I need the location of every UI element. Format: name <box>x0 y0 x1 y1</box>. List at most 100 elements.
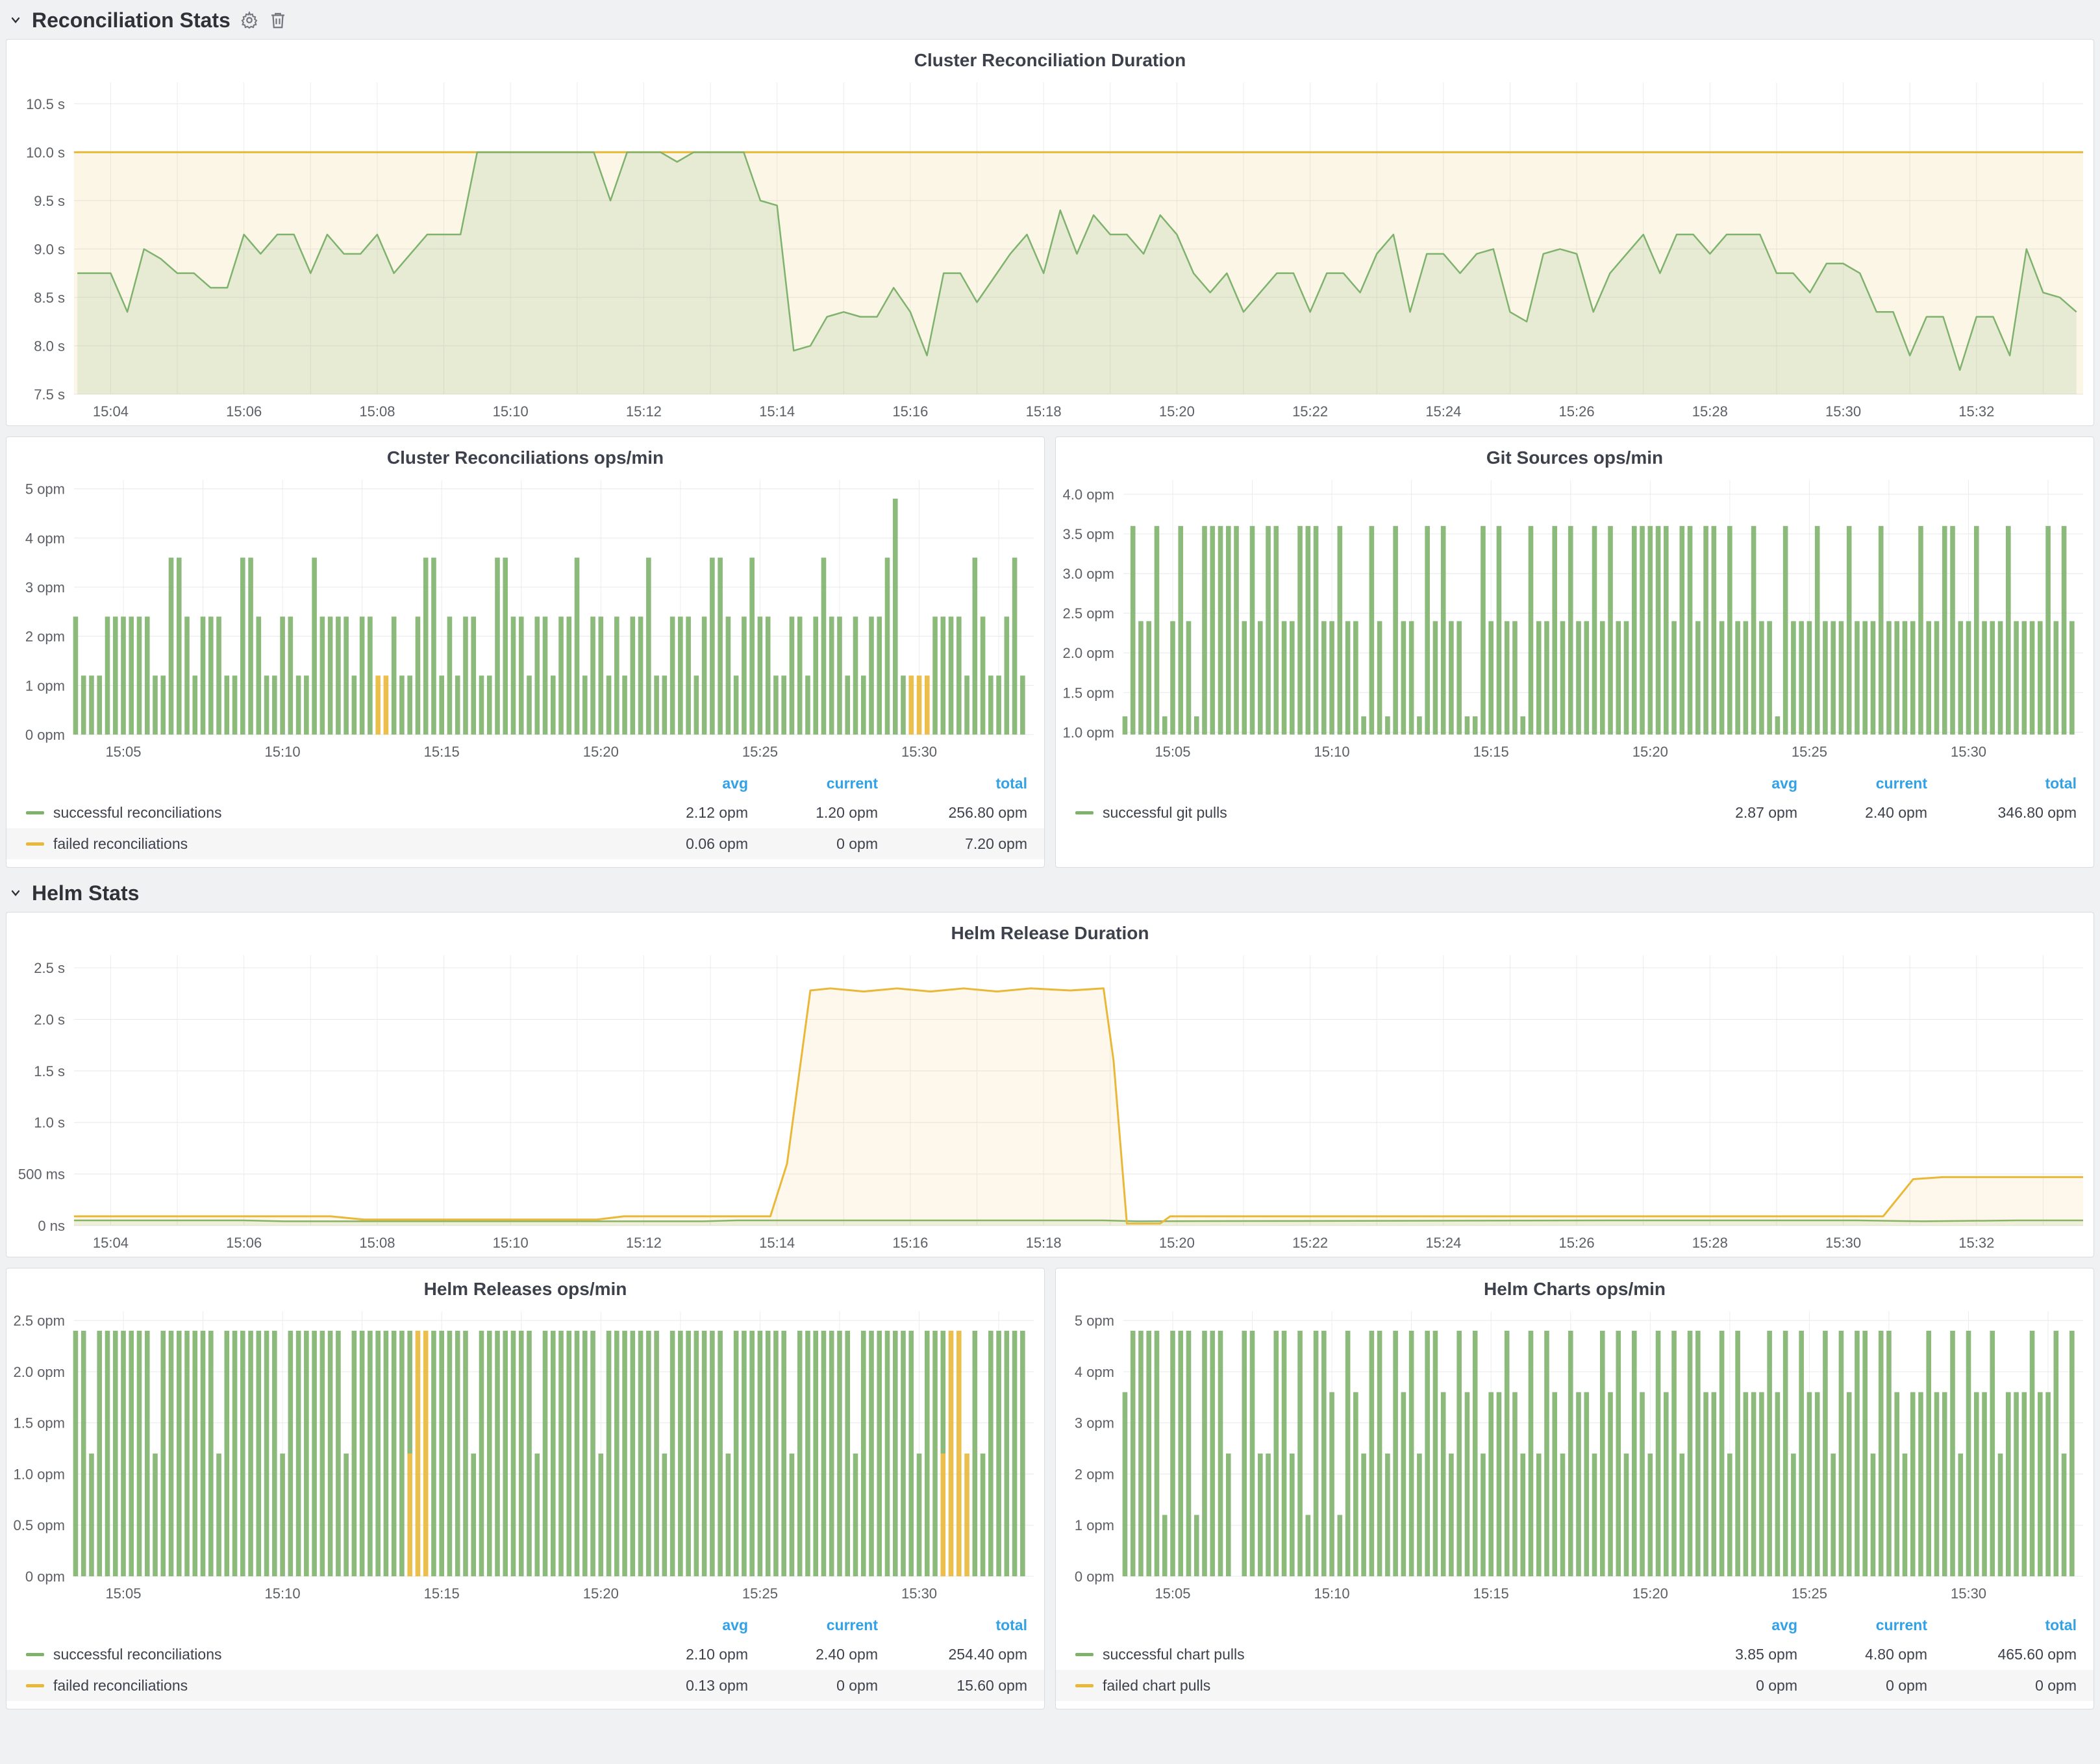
svg-text:9.5 s: 9.5 s <box>34 193 65 209</box>
svg-text:4 opm: 4 opm <box>1075 1364 1114 1380</box>
series-marker <box>1075 1652 1094 1656</box>
svg-text:15:14: 15:14 <box>759 403 795 420</box>
legend-row-successful-git-pulls[interactable]: successful git pulls 2.87 opm 2.40 opm 3… <box>1056 797 2094 828</box>
legend-row-failed-reconciliations[interactable]: failed reconciliations 0.13 opm 0 opm 15… <box>6 1670 1044 1701</box>
svg-text:15:10: 15:10 <box>265 1585 301 1602</box>
svg-text:5 opm: 5 opm <box>25 481 65 498</box>
chevron-down-icon <box>8 886 23 900</box>
legend-row-successful-reconciliations[interactable]: successful reconciliations 2.10 opm 2.40… <box>6 1639 1044 1670</box>
svg-text:15:05: 15:05 <box>105 744 141 760</box>
legend: avg current total successful git pulls 2… <box>1056 766 2094 836</box>
legend-header-avg[interactable]: avg <box>1771 774 1797 792</box>
series-marker <box>26 1683 44 1687</box>
svg-text:2 opm: 2 opm <box>1075 1466 1114 1482</box>
svg-text:15:06: 15:06 <box>226 1235 262 1251</box>
trash-icon[interactable] <box>268 10 288 30</box>
series-marker <box>1075 1683 1094 1687</box>
section-title: Reconciliation Stats <box>32 8 231 32</box>
legend-header-total[interactable]: total <box>995 774 1027 792</box>
svg-text:15:10: 15:10 <box>1314 1585 1350 1602</box>
panel-title[interactable]: Helm Release Duration <box>951 923 1149 943</box>
svg-text:15:10: 15:10 <box>493 403 529 420</box>
legend-header-avg[interactable]: avg <box>722 1616 748 1633</box>
svg-text:2.0 s: 2.0 s <box>34 1011 65 1027</box>
svg-text:15:10: 15:10 <box>493 1235 529 1251</box>
svg-text:15:16: 15:16 <box>892 1235 928 1251</box>
legend-header-current[interactable]: current <box>826 774 878 792</box>
legend-header-current[interactable]: current <box>826 1616 878 1633</box>
legend-header-current[interactable]: current <box>1875 1616 1927 1633</box>
svg-text:1 opm: 1 opm <box>25 677 65 694</box>
panel-title[interactable]: Cluster Reconciliations ops/min <box>386 447 664 468</box>
svg-text:15:18: 15:18 <box>1026 1235 1062 1251</box>
svg-text:4.0 opm: 4.0 opm <box>1063 486 1115 503</box>
svg-text:0 ns: 0 ns <box>38 1218 65 1234</box>
svg-text:10.5 s: 10.5 s <box>26 96 65 112</box>
svg-text:2.5 opm: 2.5 opm <box>1063 605 1115 622</box>
svg-text:15:32: 15:32 <box>1958 1235 1994 1251</box>
svg-text:15:20: 15:20 <box>1632 1585 1668 1602</box>
panel-title[interactable]: Cluster Reconciliation Duration <box>914 50 1186 70</box>
svg-text:0 opm: 0 opm <box>25 1569 65 1585</box>
legend-header-avg[interactable]: avg <box>722 774 748 792</box>
svg-text:15:25: 15:25 <box>1792 744 1827 760</box>
svg-text:15:15: 15:15 <box>1473 1585 1509 1602</box>
section-reconciliation-stats[interactable]: Reconciliation Stats <box>6 5 2094 39</box>
legend-header-total[interactable]: total <box>995 1616 1027 1633</box>
legend-header-avg[interactable]: avg <box>1771 1616 1797 1633</box>
svg-text:15:14: 15:14 <box>759 1235 795 1251</box>
svg-text:15:10: 15:10 <box>265 744 301 760</box>
svg-text:15:20: 15:20 <box>1632 744 1668 760</box>
legend-row-successful-reconciliations[interactable]: successful reconciliations 2.12 opm 1.20… <box>6 797 1044 828</box>
legend-header-total[interactable]: total <box>2045 1616 2077 1633</box>
svg-text:15:30: 15:30 <box>1951 1585 1986 1602</box>
panel-helm-releases-ops: Helm Releases ops/min 0 opm 0.5 opm 1.0 op… <box>6 1268 1045 1709</box>
svg-text:3.5 opm: 3.5 opm <box>1063 526 1115 542</box>
svg-text:5 opm: 5 opm <box>1075 1313 1114 1329</box>
legend-row-failed-reconciliations[interactable]: failed reconciliations 0.06 opm 0 opm 7.… <box>6 828 1044 859</box>
helm-charts-ops-chart[interactable]: 0 opm 1 opm 2 opm 3 opm 4 opm 5 opm 15:05 15:10… <box>1056 1304 2094 1607</box>
legend: avg current total successful reconciliat… <box>6 1607 1044 1709</box>
svg-text:1.5 opm: 1.5 opm <box>1063 685 1115 701</box>
svg-text:500 ms: 500 ms <box>18 1166 65 1183</box>
svg-text:2.5 s: 2.5 s <box>34 960 65 976</box>
legend-row-successful-chart-pulls[interactable]: successful chart pulls 3.85 opm 4.80 opm… <box>1056 1639 2094 1670</box>
panel-title[interactable]: Helm Charts ops/min <box>1483 1279 1666 1299</box>
svg-text:1.5 opm: 1.5 opm <box>14 1415 66 1431</box>
legend-header-current[interactable]: current <box>1875 774 1927 792</box>
svg-text:2.5 opm: 2.5 opm <box>14 1313 66 1329</box>
svg-text:15:24: 15:24 <box>1425 1235 1461 1251</box>
svg-text:15:05: 15:05 <box>1155 1585 1190 1602</box>
svg-text:15:25: 15:25 <box>1792 1585 1827 1602</box>
panel-title[interactable]: Git Sources ops/min <box>1486 447 1664 468</box>
svg-text:1.0 s: 1.0 s <box>34 1115 65 1131</box>
svg-text:3.0 opm: 3.0 opm <box>1063 566 1115 582</box>
helm-releases-ops-chart[interactable]: 0 opm 0.5 opm 1.0 opm 1.5 opm 2.0 opm 2.5 opm… <box>6 1304 1044 1607</box>
section-helm-stats[interactable]: Helm Stats <box>6 878 2094 912</box>
svg-text:4 opm: 4 opm <box>25 530 65 546</box>
svg-text:2 opm: 2 opm <box>25 629 65 645</box>
gear-icon[interactable] <box>240 10 259 30</box>
panel-cluster-reconciliation-duration: Cluster Reconciliation Duration 7.5 s 8.0… <box>6 39 2094 426</box>
svg-text:15:30: 15:30 <box>901 744 937 760</box>
svg-text:15:30: 15:30 <box>901 1585 937 1602</box>
svg-text:15:20: 15:20 <box>583 744 619 760</box>
svg-text:3 opm: 3 opm <box>1075 1415 1114 1431</box>
svg-text:15:05: 15:05 <box>105 1585 141 1602</box>
git-sources-ops-chart[interactable]: 1.0 opm 1.5 opm 2.0 opm 2.5 opm 3.0 opm 3.5 o… <box>1056 472 2094 766</box>
svg-text:15:05: 15:05 <box>1155 744 1190 760</box>
legend-row-failed-chart-pulls[interactable]: failed chart pulls 0 opm 0 opm 0 opm <box>1056 1670 2094 1701</box>
cluster-reconciliation-duration-chart[interactable]: 7.5 s 8.0 s 8.5 s 9.0 s 9.5 s 10.0 s 10.5 s 15:… <box>6 75 2094 425</box>
svg-text:15:08: 15:08 <box>359 1235 395 1251</box>
svg-text:0 opm: 0 opm <box>1075 1569 1114 1585</box>
panel-title[interactable]: Helm Releases ops/min <box>423 1279 627 1299</box>
svg-text:15:28: 15:28 <box>1692 403 1728 420</box>
svg-text:15:18: 15:18 <box>1026 403 1062 420</box>
section-title: Helm Stats <box>32 881 140 905</box>
legend-header-total[interactable]: total <box>2045 774 2077 792</box>
svg-text:15:26: 15:26 <box>1559 403 1595 420</box>
cluster-reconciliations-ops-chart[interactable]: 0 opm 1 opm 2 opm 3 opm 4 opm 5 opm 15:05 15:10… <box>6 472 1044 766</box>
svg-text:7.5 s: 7.5 s <box>34 386 65 403</box>
helm-release-duration-chart[interactable]: 0 ns 500 ms 1.0 s 1.5 s 2.0 s 2.5 s 15:04 15:06… <box>6 948 2094 1257</box>
